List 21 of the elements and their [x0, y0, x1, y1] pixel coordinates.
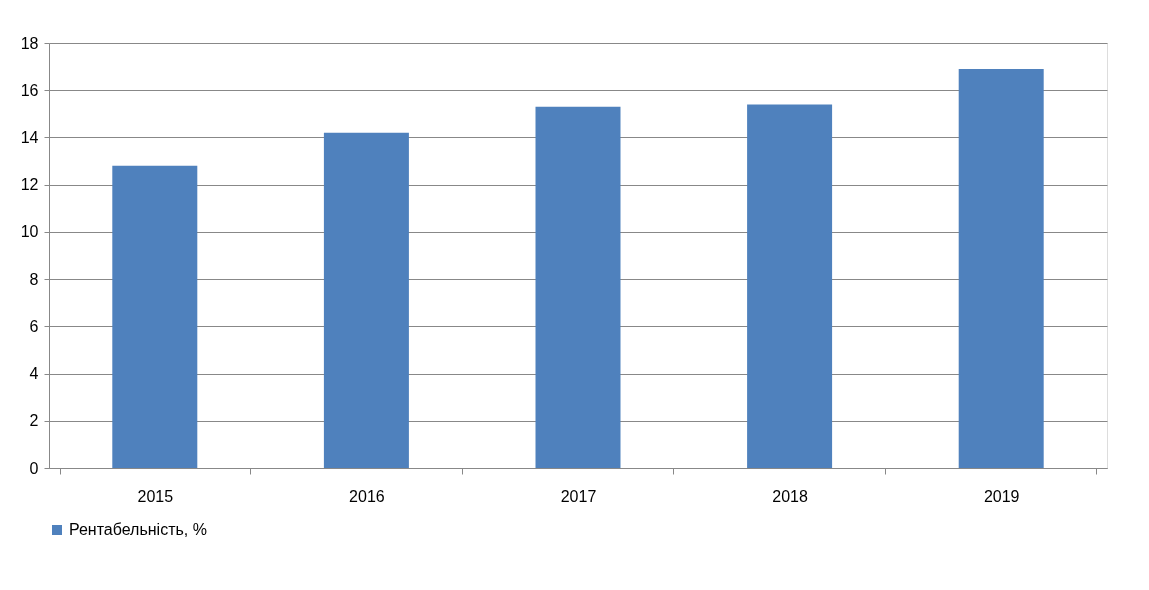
- x-tick-label: 2019: [983, 487, 1020, 505]
- y-tick-label: 18: [20, 34, 39, 52]
- y-tick-label: 2: [29, 412, 39, 430]
- bar: [747, 104, 833, 468]
- x-tick-label: 2017: [560, 487, 597, 505]
- x-tick-label: 2018: [772, 487, 808, 505]
- bar: [958, 68, 1044, 468]
- y-tick-label: 8: [29, 270, 39, 288]
- y-tick-label: 12: [20, 176, 39, 194]
- x-tick-label: 2016: [349, 487, 385, 505]
- y-tick-label: 0: [29, 459, 39, 477]
- bar: [535, 106, 621, 468]
- bar: [323, 132, 409, 468]
- y-tick-label: 14: [20, 128, 39, 146]
- y-tick-label: 6: [29, 317, 39, 335]
- y-tick-label: 16: [20, 81, 39, 99]
- legend-label: Рентабельність, %: [69, 521, 207, 538]
- x-tick-label: 2015: [137, 487, 174, 505]
- y-tick-label: 10: [20, 223, 39, 241]
- bar: [112, 165, 198, 468]
- y-tick-label: 4: [29, 365, 39, 383]
